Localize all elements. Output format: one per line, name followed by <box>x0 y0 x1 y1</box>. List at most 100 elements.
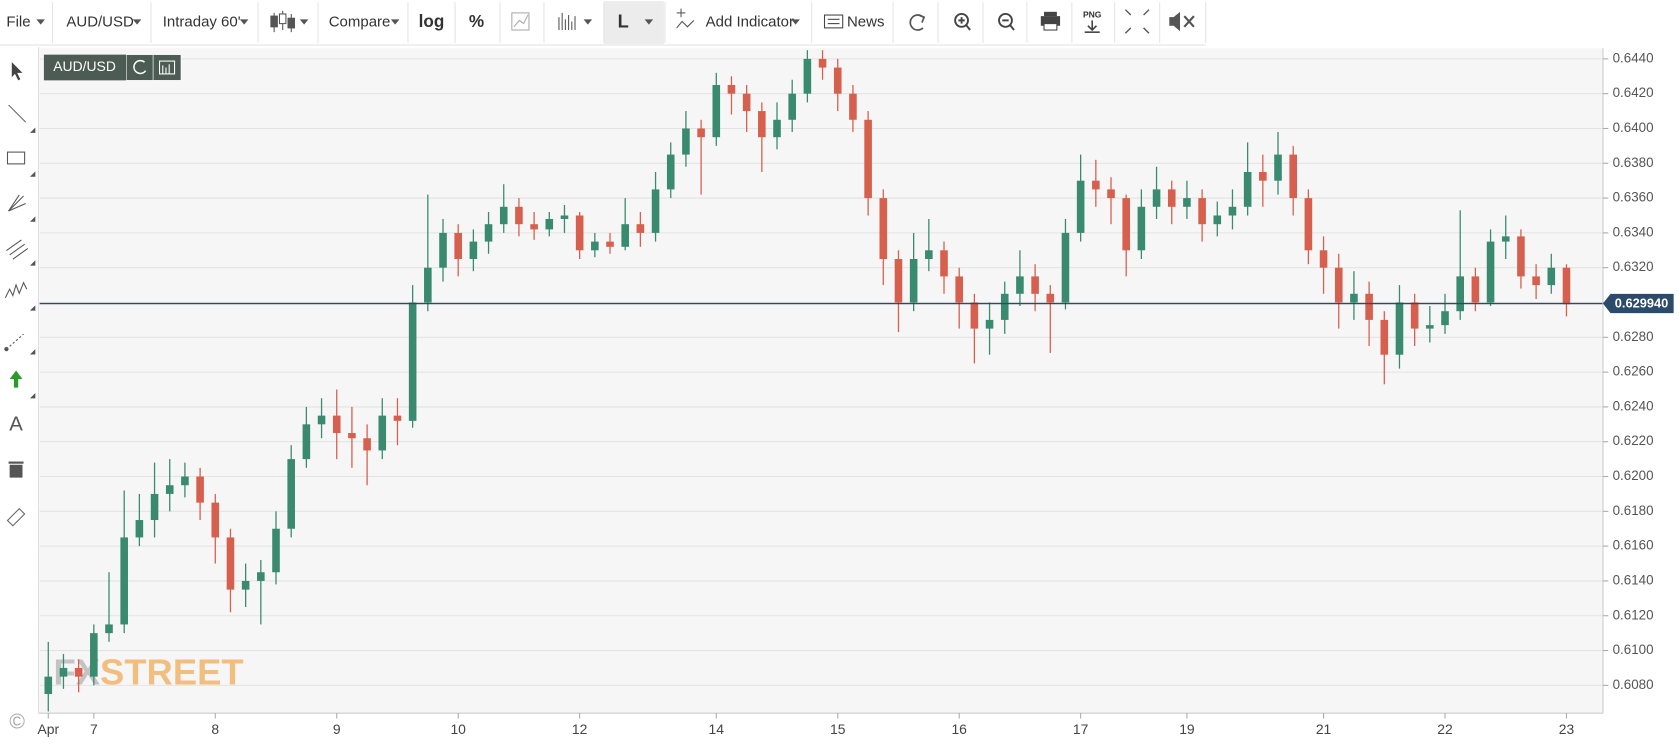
candle-body <box>257 572 265 581</box>
print-icon[interactable] <box>1040 11 1061 31</box>
zoom-in-icon[interactable] <box>954 13 971 31</box>
candle-body <box>1456 276 1464 312</box>
candle-body <box>1061 232 1070 303</box>
reload-button[interactable] <box>126 54 154 81</box>
x-tick-label: 21 <box>1316 721 1332 737</box>
candle-body <box>1259 171 1267 181</box>
arrow-tool[interactable] <box>4 333 24 352</box>
toolbar-button[interactable]: AUD/USD <box>66 13 134 30</box>
dropdown-arrow <box>36 19 45 25</box>
candle-body <box>803 58 812 94</box>
fan-tool[interactable] <box>8 194 26 212</box>
candle-body <box>1319 250 1328 268</box>
candle-body <box>1183 198 1191 207</box>
candle-body <box>287 459 295 529</box>
candle-body <box>575 215 584 251</box>
candle-body <box>1152 189 1161 207</box>
candle-body <box>135 520 144 538</box>
line-tool[interactable] <box>8 104 27 123</box>
candle-body <box>1395 302 1404 355</box>
candle-body <box>105 624 113 634</box>
reload-icon <box>133 59 147 75</box>
toolbar-button[interactable]: log <box>419 11 445 31</box>
candle-body <box>1198 198 1206 225</box>
rect-tool[interactable] <box>6 151 26 165</box>
candle-icon[interactable] <box>270 10 296 33</box>
refresh-icon[interactable] <box>909 14 926 31</box>
candle-body <box>788 93 796 120</box>
candle-body <box>697 128 705 138</box>
mute-icon[interactable] <box>1169 11 1195 32</box>
pointer-tool[interactable] <box>11 62 23 81</box>
fullscreen-icon[interactable] <box>1124 9 1150 34</box>
y-tick-label: 0.6360 <box>1613 190 1654 205</box>
candle-body <box>591 241 599 251</box>
x-tick-label: 19 <box>1179 721 1195 737</box>
candle-body <box>1547 267 1556 286</box>
candle-body <box>1562 267 1571 305</box>
candle-body <box>196 476 204 503</box>
candle-body <box>666 154 675 190</box>
candle-body <box>1243 171 1252 207</box>
toolbar-button[interactable]: % <box>469 11 484 31</box>
text-tool[interactable]: A <box>9 414 23 436</box>
news-icon[interactable] <box>823 14 844 29</box>
candle-body <box>712 84 721 138</box>
candle-body <box>1137 206 1146 251</box>
candle-body <box>1532 276 1540 286</box>
toolbar-button[interactable]: L <box>618 11 629 31</box>
copyright: © <box>9 709 25 733</box>
dropdown-arrow <box>132 19 142 25</box>
x-tick-label: 14 <box>709 721 725 737</box>
candle-body <box>90 633 98 677</box>
candle-body <box>621 224 629 247</box>
toolbar-button[interactable]: News <box>847 13 884 30</box>
watermark-street: STREET <box>100 651 244 692</box>
candle-body <box>651 189 660 233</box>
candle-body <box>1517 236 1525 277</box>
candle-body <box>818 58 827 68</box>
pattern-tool[interactable] <box>4 281 28 298</box>
candle-body <box>773 119 781 138</box>
x-tick-label: 15 <box>830 721 846 737</box>
x-tick-label: 12 <box>572 721 588 737</box>
candle-body <box>909 258 918 303</box>
channel-tool[interactable] <box>6 239 29 260</box>
toolbar-button[interactable]: File <box>6 13 30 30</box>
x-tick-label: 9 <box>333 721 341 737</box>
toolbar-button[interactable]: Intraday 60' <box>163 13 241 30</box>
candle-body <box>879 198 888 259</box>
indicator-icon[interactable] <box>676 8 695 29</box>
ruler-tool[interactable] <box>6 507 26 527</box>
y-tick-label: 0.6320 <box>1613 259 1654 274</box>
y-tick-label: 0.6200 <box>1613 468 1654 483</box>
bars-icon[interactable] <box>558 12 576 31</box>
delete-tool[interactable] <box>8 461 24 478</box>
candle-body <box>1092 180 1100 190</box>
chart-type-icon[interactable] <box>511 12 530 31</box>
plot-area <box>39 48 1603 714</box>
zoom-out-icon[interactable] <box>998 13 1015 31</box>
toolbar-bg <box>0 0 1206 46</box>
toolbar-button[interactable]: PNG <box>1083 9 1102 19</box>
candle-body <box>864 119 872 199</box>
candle-body <box>530 224 538 230</box>
candle-body <box>424 267 432 303</box>
dropdown-arrow <box>791 19 800 25</box>
candle-body <box>454 232 462 259</box>
y-tick-label: 0.6280 <box>1613 329 1654 344</box>
toolbar-button[interactable]: Compare <box>329 13 391 30</box>
y-tick-label: 0.6440 <box>1613 50 1654 65</box>
candle-body <box>1501 236 1510 242</box>
toolbar-button[interactable]: Add Indicator <box>706 13 794 30</box>
dropdown-arrow <box>644 19 654 25</box>
candle-body <box>1031 276 1039 294</box>
candle-body <box>1167 189 1176 207</box>
download-icon[interactable] <box>1084 20 1100 33</box>
candle-body <box>515 206 523 225</box>
settings-button[interactable] <box>152 54 182 81</box>
price-label-bg <box>1602 293 1674 314</box>
settings-icon <box>159 60 176 75</box>
candle-body <box>636 224 645 233</box>
candle-body <box>1304 198 1313 251</box>
